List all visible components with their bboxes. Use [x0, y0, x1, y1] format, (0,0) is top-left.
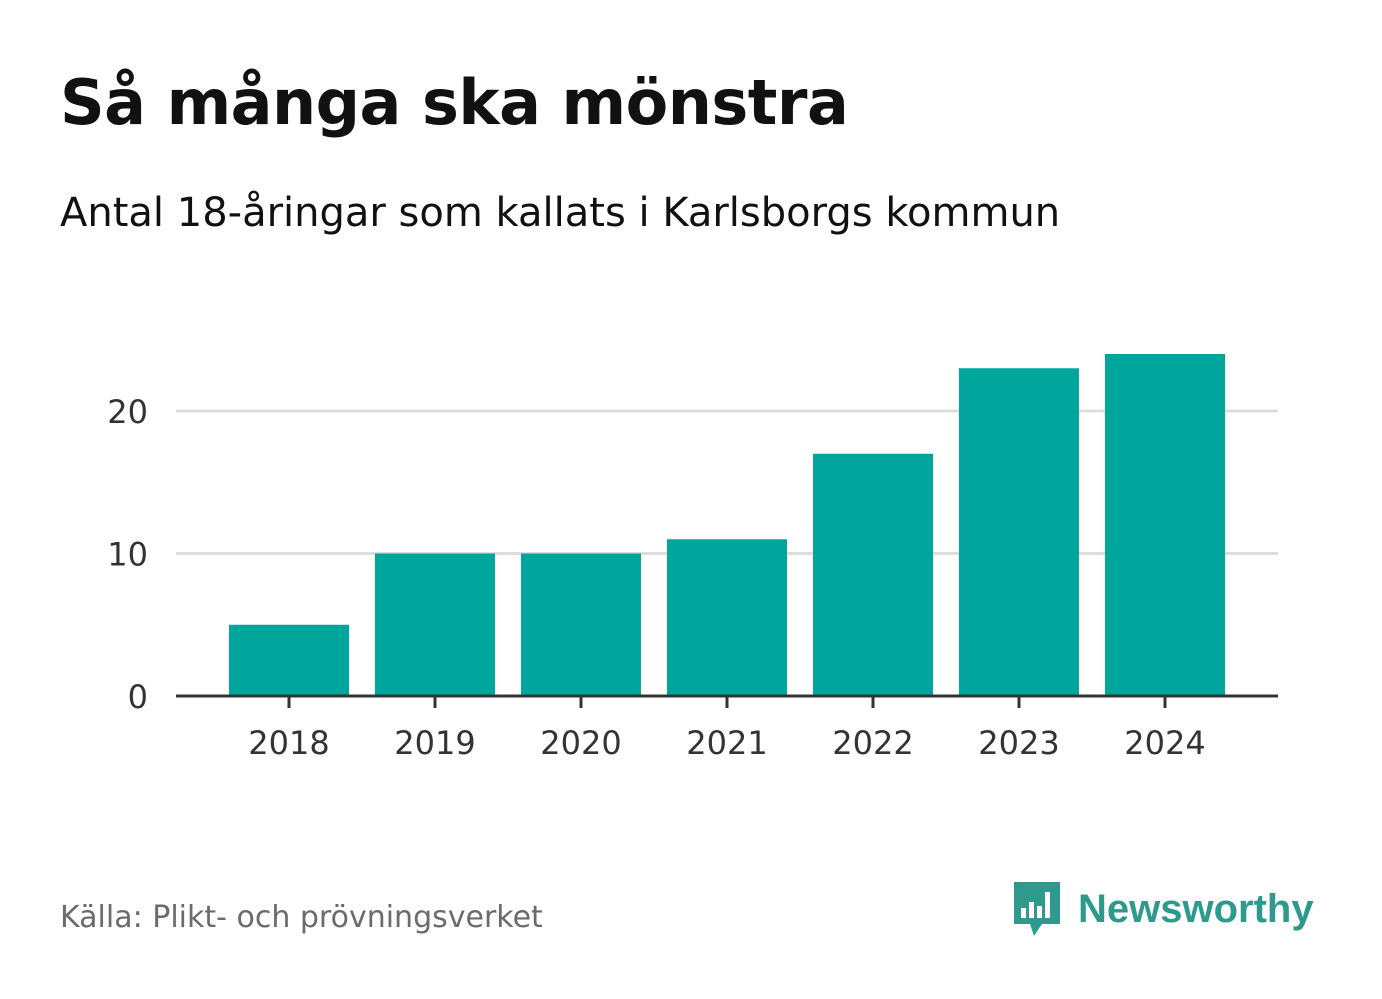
- x-tick-label: 2020: [540, 724, 621, 762]
- bar-2023: [959, 368, 1079, 696]
- source-note: Källa: Plikt- och prövningsverket: [60, 900, 543, 935]
- x-tick-label: 2019: [394, 724, 475, 762]
- x-tick-label: 2023: [978, 724, 1059, 762]
- x-tick-label: 2021: [686, 724, 767, 762]
- y-tick-label: 20: [107, 393, 148, 431]
- x-tick-label: 2018: [248, 724, 329, 762]
- bar-2018: [229, 624, 349, 696]
- brand-name: Newsworthy: [1078, 886, 1314, 931]
- y-tick-label: 0: [128, 678, 148, 716]
- bar-2024: [1105, 354, 1225, 696]
- bar-2020: [521, 553, 641, 696]
- y-axis-ticks: 0 10 20: [107, 393, 148, 716]
- chart-subtitle: Antal 18-åringar som kallats i Karlsborg…: [60, 190, 1061, 236]
- x-axis-ticks: 2018 2019 2020 2021 2022 2023 2024: [248, 724, 1205, 762]
- bar-2022: [813, 453, 933, 696]
- x-tick-label: 2024: [1124, 724, 1205, 762]
- bar-2021: [667, 539, 787, 696]
- y-tick-label: 10: [107, 536, 148, 574]
- brand-logo: Newsworthy: [1010, 878, 1314, 940]
- x-axis: [176, 694, 1278, 708]
- bars: [229, 354, 1225, 696]
- x-tick-label: 2022: [832, 724, 913, 762]
- newsworthy-logo-icon: [1014, 882, 1060, 936]
- bar-2019: [375, 553, 495, 696]
- chart-title: Så många ska mönstra: [60, 66, 849, 139]
